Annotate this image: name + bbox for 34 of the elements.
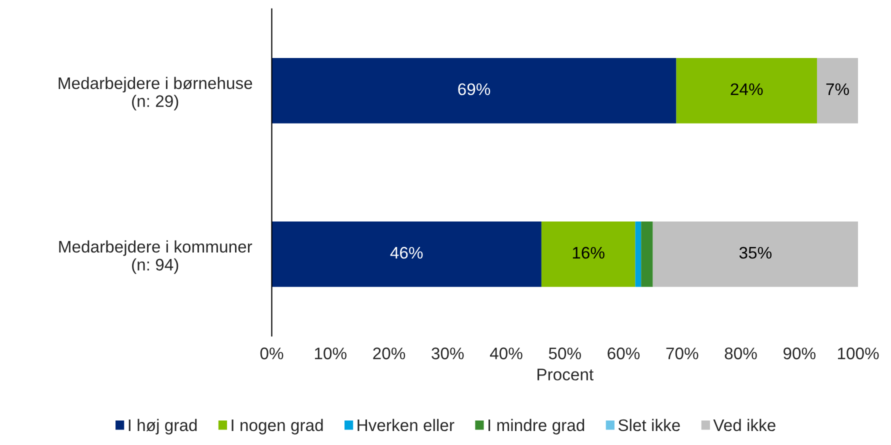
x-tick-label: 40% <box>490 348 522 360</box>
x-tick-label: 100% <box>838 348 879 360</box>
x-tick-label: 80% <box>724 348 757 360</box>
legend-label: Ved ikke <box>713 418 776 432</box>
x-axis-title: Procent <box>538 368 594 380</box>
data-label: 69% <box>458 83 490 96</box>
legend-label: I høj grad <box>128 418 197 434</box>
bar <box>541 222 636 287</box>
x-tick-label: 90% <box>784 348 816 360</box>
bar <box>816 58 858 124</box>
y-tick-label: Medarbejdere i børnehuse (n: 29) <box>58 76 252 110</box>
data-label: 46% <box>390 246 423 259</box>
legend-label: Slet ikke <box>618 418 680 432</box>
x-tick-label: 60% <box>608 348 640 360</box>
bar <box>272 222 542 287</box>
x-tick-label: 50% <box>548 348 581 360</box>
bar <box>676 58 817 124</box>
legend-label: Hverken eller <box>358 418 454 432</box>
legend-label: I nogen grad <box>232 418 323 434</box>
bar <box>272 58 676 124</box>
x-tick-label: 10% <box>314 348 346 360</box>
data-label: 35% <box>739 246 772 259</box>
data-label: 7% <box>826 83 849 96</box>
y-tick-label: Medarbejdere i kommuner (n: 94) <box>59 240 252 274</box>
data-label: 16% <box>572 246 604 259</box>
x-tick-label: 20% <box>373 348 406 360</box>
bar <box>652 222 858 287</box>
x-tick-label: 70% <box>666 348 698 360</box>
x-tick-label: 0% <box>260 348 284 360</box>
bar <box>635 222 642 287</box>
legend-label: I mindre grad <box>488 418 584 434</box>
data-label: 24% <box>730 83 763 96</box>
bar <box>641 222 653 287</box>
x-tick-label: 30% <box>432 348 464 360</box>
